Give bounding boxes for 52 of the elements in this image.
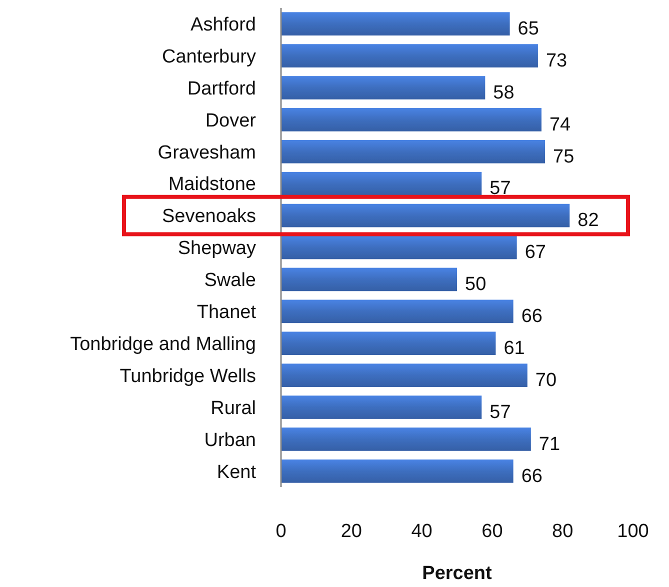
bar xyxy=(281,236,517,260)
bar xyxy=(281,268,457,292)
data-label: 66 xyxy=(521,466,542,487)
data-label: 75 xyxy=(553,146,574,168)
bar xyxy=(281,332,496,356)
data-label: 61 xyxy=(504,338,525,360)
x-axis-title: Percent xyxy=(422,563,493,584)
data-label: 57 xyxy=(490,402,511,423)
y-tick-label: Kent xyxy=(216,462,257,483)
bar xyxy=(281,76,486,100)
bar xyxy=(281,428,531,451)
bar xyxy=(281,364,528,387)
data-label: 66 xyxy=(521,306,542,328)
bar xyxy=(281,300,514,324)
y-tick-label: Gravesham xyxy=(158,142,256,164)
bar xyxy=(281,140,545,164)
y-tick-label: Sevenoaks xyxy=(162,206,256,228)
y-tick-label: Ashford xyxy=(190,14,256,36)
data-label: 57 xyxy=(490,178,511,200)
y-tick-label: Swale xyxy=(204,270,256,292)
x-tick-label: 40 xyxy=(411,521,432,542)
data-label: 74 xyxy=(549,114,572,136)
x-tick-label: 20 xyxy=(340,521,362,542)
bar xyxy=(281,204,570,228)
bar xyxy=(281,172,482,196)
y-tick-label: Thanet xyxy=(196,302,257,324)
x-tick-label: 60 xyxy=(482,521,503,542)
data-label: 65 xyxy=(518,18,539,40)
y-tick-label: Tunbridge Wells xyxy=(120,366,256,387)
data-label: 58 xyxy=(493,82,514,104)
data-label: 71 xyxy=(538,434,560,455)
bar xyxy=(281,12,510,36)
data-label: 67 xyxy=(524,242,546,264)
x-tick-label: 80 xyxy=(552,521,574,542)
data-label: 82 xyxy=(578,210,599,232)
y-tick-label: Dartford xyxy=(187,78,256,100)
y-tick-label: Tonbridge and Malling xyxy=(70,334,256,356)
y-tick-label: Shepway xyxy=(178,238,256,260)
y-tick-label: Canterbury xyxy=(162,46,256,68)
data-label: 73 xyxy=(546,50,568,72)
x-tick-label: 100 xyxy=(617,521,649,542)
data-label: 70 xyxy=(535,370,557,391)
bar xyxy=(281,460,514,483)
bar xyxy=(281,44,538,68)
bar xyxy=(281,108,542,132)
bar xyxy=(281,396,482,419)
y-tick-label: Rural xyxy=(210,398,256,419)
y-tick-label: Dover xyxy=(205,110,257,132)
x-tick-label: 0 xyxy=(276,521,286,542)
y-tick-label: Urban xyxy=(204,430,256,451)
data-label: 50 xyxy=(465,274,486,296)
y-tick-label: Maidstone xyxy=(168,174,256,196)
